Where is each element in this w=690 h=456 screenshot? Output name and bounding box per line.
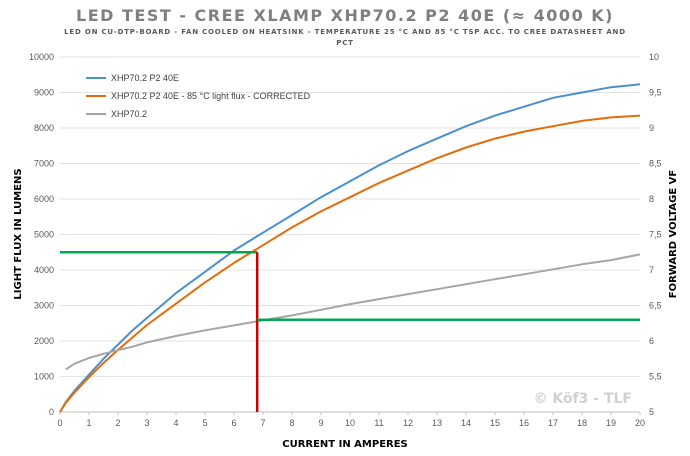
chart-title: LED TEST - CREE XLAMP XHP70.2 P2 40E (≈ …: [76, 6, 614, 25]
y2-axis-label: FORWARD VOLTAGE VF: [668, 170, 679, 299]
y-tick-label: 5000: [34, 230, 54, 240]
y-tick-label: 4000: [34, 265, 54, 275]
y2-tick-label: 8: [649, 194, 654, 204]
x-tick-label: 17: [548, 418, 558, 428]
x-tick-label: 15: [490, 418, 500, 428]
x-tick-label: 0: [57, 418, 62, 428]
y2-tick-label: 10: [649, 52, 659, 62]
legend-label: XHP70.2 P2 40E: [111, 73, 179, 83]
x-tick-label: 11: [374, 418, 383, 428]
y-tick-label: 8000: [34, 123, 54, 133]
legend: XHP70.2 P2 40E XHP70.2 P2 40E - 85 °C lig…: [86, 73, 311, 119]
x-tick-label: 10: [345, 418, 355, 428]
watermark: © Köf3 - TLF: [533, 391, 632, 407]
y2-tick-label: 7,5: [649, 230, 662, 240]
x-tick-label: 13: [432, 418, 442, 428]
x-tick-label: 6: [231, 418, 236, 428]
x-tick-label: 14: [461, 418, 471, 428]
y2-tick-label: 6: [649, 336, 654, 346]
x-tick-label: 7: [260, 418, 265, 428]
series-line-2: [59, 114, 641, 413]
x-tick-label: 8: [289, 418, 294, 428]
y2-tick-label: 6,5: [649, 301, 662, 311]
series-lines: [59, 83, 641, 413]
y2-axis-ticks: 5 5,5 6 6,5 7 7,5 8 8,5 9 9,5 10: [649, 52, 662, 417]
x-tick-label: 1: [86, 418, 91, 428]
y-tick-label: 9000: [34, 88, 54, 98]
x-tick-label: 18: [577, 418, 587, 428]
x-tick-label: 20: [635, 418, 645, 428]
x-tick-label: 9: [318, 418, 323, 428]
y-tick-label: 3000: [34, 301, 54, 311]
y2-tick-label: 5,5: [649, 372, 662, 382]
y2-tick-label: 8,5: [649, 159, 662, 169]
x-tick-label: 12: [403, 418, 413, 428]
x-tick-label: 16: [519, 418, 529, 428]
reference-lines: [60, 251, 640, 412]
y-tick-label: 6000: [34, 194, 54, 204]
chart-subtitle: LED ON CU-DTP-BOARD - FAN COOLED ON HEAT…: [64, 28, 626, 47]
y2-tick-label: 9: [649, 123, 654, 133]
x-tick-label: 3: [144, 418, 149, 428]
x-tick-label: 4: [173, 418, 178, 428]
y2-tick-label: 7: [649, 265, 654, 275]
y-axis-ticks: 0 1000 2000 3000 4000 5000 6000 7000 8000 9000 100…: [29, 52, 54, 417]
x-axis-ticks: 0 1 2 3 4 5 6 7 8 9 10 11 12 13 14 15 16 17 18 19 20: [57, 412, 645, 428]
y-tick-label: 7000: [34, 159, 54, 169]
y-tick-label: 10000: [29, 52, 54, 62]
y-axis-label: LIGHT FLUX IN LUMENS: [13, 168, 24, 299]
y2-tick-label: 9,5: [649, 88, 662, 98]
x-tick-label: 19: [606, 418, 616, 428]
series-line-3: [65, 253, 641, 371]
legend-label: XHP70.2 P2 40E - 85 °C light flux - CORR…: [111, 91, 311, 101]
x-tick-label: 2: [115, 418, 120, 428]
y2-tick-label: 5: [649, 407, 654, 417]
y-tick-label: 1000: [34, 372, 54, 382]
y-tick-label: 2000: [34, 336, 54, 346]
series-line-1: [59, 83, 641, 413]
x-axis-label: CURRENT IN AMPERES: [282, 439, 408, 450]
legend-label: XHP70.2: [111, 109, 147, 119]
x-tick-label: 5: [202, 418, 207, 428]
y-tick-label: 0: [49, 407, 54, 417]
